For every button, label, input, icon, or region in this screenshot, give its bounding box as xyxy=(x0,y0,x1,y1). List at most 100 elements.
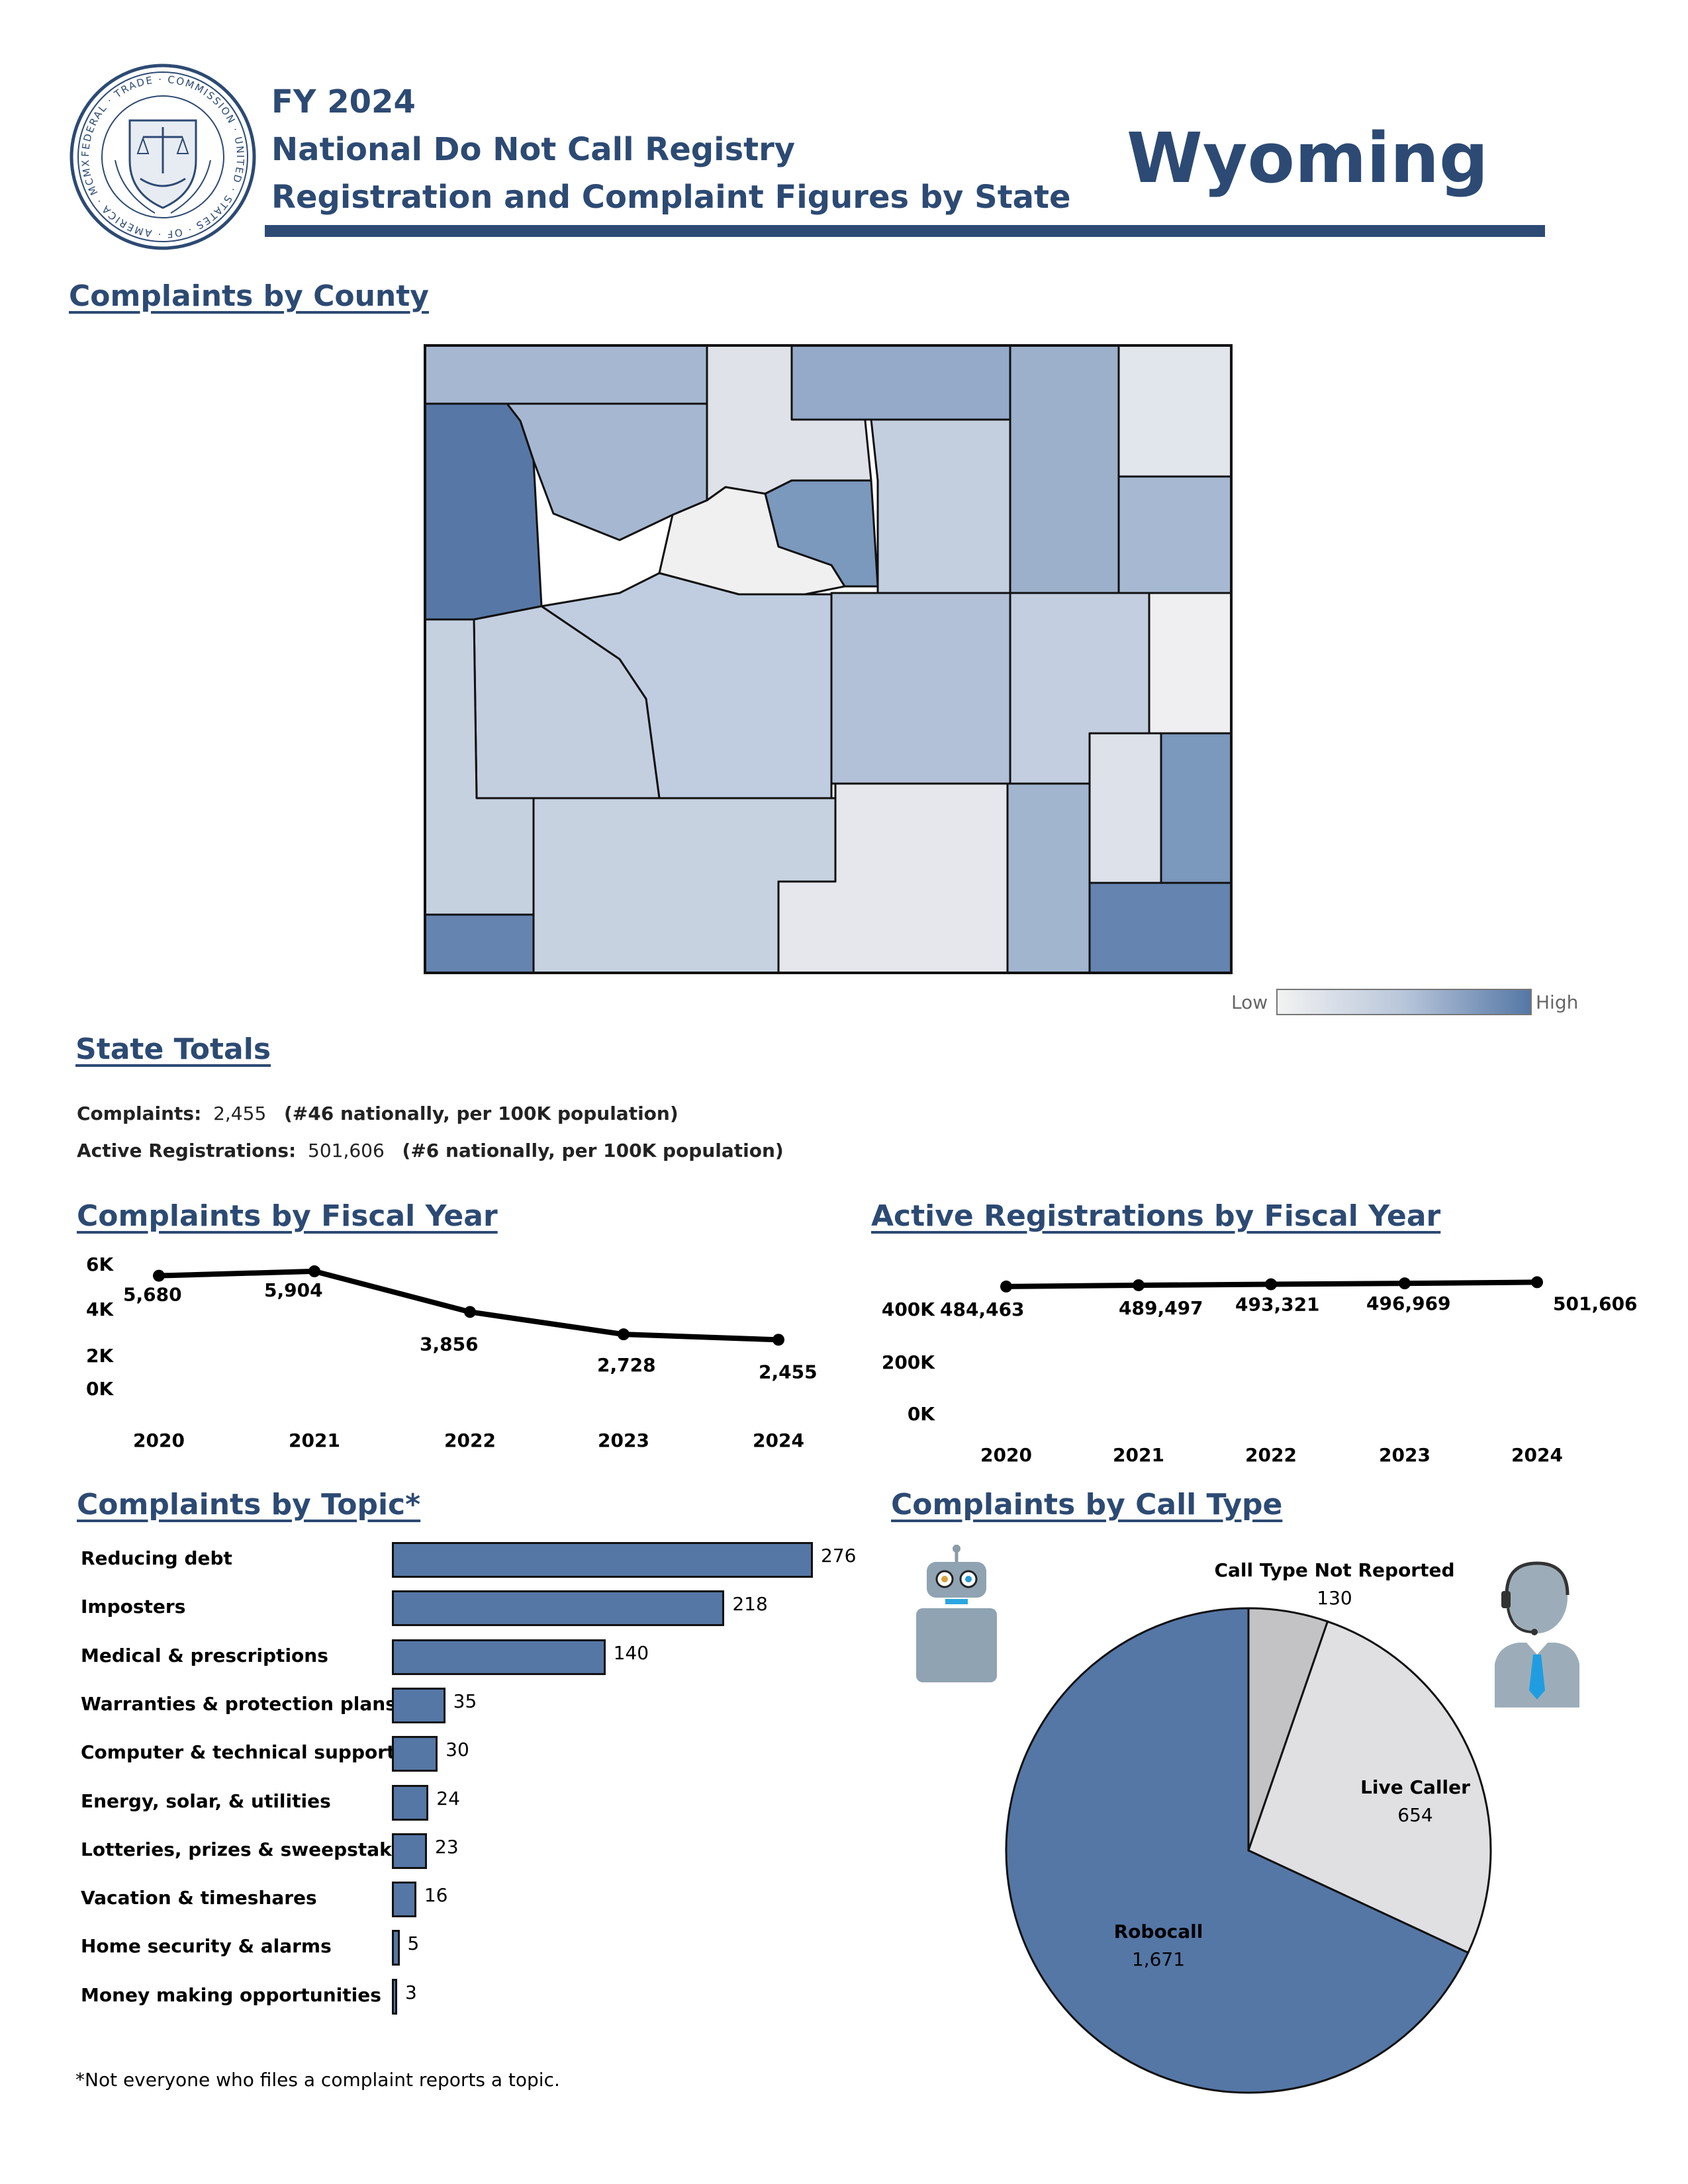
complaints-line xyxy=(158,1268,779,1343)
topic-bar xyxy=(392,1930,400,1966)
registrations-label: Active Registrations: xyxy=(77,1140,297,1161)
x-tick-label: 2021 xyxy=(289,1430,340,1451)
topic-label: Lotteries, prizes & sweepstakes xyxy=(81,1838,415,1860)
county-niobrara xyxy=(1148,592,1233,735)
topic-title: Complaints by Topic* xyxy=(77,1488,421,1522)
registrations-rank: (#6 nationally, per 100K population) xyxy=(402,1140,784,1161)
x-tick-label: 2020 xyxy=(980,1444,1032,1466)
county-platte-east xyxy=(1160,732,1233,884)
data-point xyxy=(1531,1276,1543,1289)
y-tick-label: 4K xyxy=(86,1298,114,1320)
topic-value: 35 xyxy=(453,1690,477,1712)
topic-bar xyxy=(392,1687,445,1723)
topic-value: 5 xyxy=(407,1933,420,1955)
data-label: 5,904 xyxy=(264,1279,323,1301)
topic-bar xyxy=(392,1784,429,1821)
data-point xyxy=(464,1306,476,1318)
registrations-total-line: Active Registrations: 501,606 (#6 nation… xyxy=(77,1140,784,1161)
pie-value: 130 xyxy=(1317,1587,1352,1609)
county-section-title: Complaints by County xyxy=(69,279,429,313)
complaints-total-line: Complaints: 2,455 (#46 nationally, per 1… xyxy=(77,1103,679,1124)
topic-bar xyxy=(392,1833,427,1869)
topic-label: Imposters xyxy=(81,1596,186,1618)
y-tick-label: 400K xyxy=(882,1298,935,1320)
topic-bar xyxy=(392,1882,416,1918)
topic-footnote: *Not everyone who files a complaint repo… xyxy=(75,2069,560,2091)
county-uinta xyxy=(424,913,535,974)
x-tick-label: 2023 xyxy=(1379,1444,1430,1466)
data-label: 2,455 xyxy=(759,1361,818,1383)
county-albany xyxy=(1006,782,1091,974)
topic-bar xyxy=(392,1542,813,1578)
topic-label: Reducing debt xyxy=(81,1547,232,1569)
complaints-rank: (#46 nationally, per 100K population) xyxy=(283,1103,679,1124)
topic-label: Computer & technical support xyxy=(81,1741,396,1764)
topic-value: 16 xyxy=(424,1884,448,1907)
x-tick-label: 2023 xyxy=(598,1430,649,1451)
complaints-fy-title: Complaints by Fiscal Year xyxy=(77,1199,498,1233)
y-tick-label: 0K xyxy=(908,1403,935,1425)
data-point xyxy=(1133,1279,1145,1291)
county-laramie xyxy=(1088,882,1233,974)
complaints-value: 2,455 xyxy=(213,1103,267,1124)
topic-value: 140 xyxy=(613,1641,649,1664)
data-point xyxy=(618,1328,630,1341)
y-tick-label: 2K xyxy=(86,1345,114,1367)
pie-slice xyxy=(1247,1620,1492,1954)
registrations-value: 501,606 xyxy=(308,1140,385,1161)
complaints-label: Complaints: xyxy=(77,1103,202,1124)
data-label: 484,463 xyxy=(940,1298,1025,1320)
ftc-seal: FEDERAL · TRADE · COMMISSION · UNITED · … xyxy=(65,52,257,253)
call-type-pie: Call Type Not Reported 130 Live Caller 654 R… xyxy=(1005,1559,1492,2094)
legend-gradient xyxy=(1276,989,1532,1015)
pie-label: Call Type Not Reported xyxy=(1214,1559,1454,1581)
registrations-fy-chart: 0K 200K 400K 484,463 2020 489,497 2021 493,321 2… xyxy=(882,1276,1638,1466)
data-label: 5,680 xyxy=(123,1284,182,1306)
x-tick-label: 2020 xyxy=(133,1430,185,1451)
registry-name: National Do Not Call Registry xyxy=(271,131,796,168)
y-tick-label: 200K xyxy=(882,1351,935,1373)
county-goshen xyxy=(1088,732,1162,884)
topic-bar xyxy=(392,1736,438,1772)
county-park xyxy=(424,344,708,405)
data-label: 496,969 xyxy=(1366,1293,1451,1314)
topic-value: 276 xyxy=(821,1545,857,1567)
data-point xyxy=(308,1265,320,1277)
pie-label: Live Caller xyxy=(1360,1776,1470,1798)
data-label: 3,856 xyxy=(420,1333,479,1355)
topic-label: Home security & alarms xyxy=(81,1935,332,1958)
pie-slice xyxy=(1005,1607,1470,2094)
data-label: 489,497 xyxy=(1119,1297,1203,1319)
topic-bar xyxy=(392,1978,397,2015)
county-sheridan xyxy=(790,344,1011,421)
x-tick-label: 2024 xyxy=(1511,1444,1563,1466)
pie-value: 654 xyxy=(1397,1804,1432,1826)
county-natrona xyxy=(830,592,1011,785)
call-type-title: Complaints by Call Type xyxy=(891,1488,1283,1522)
topic-label: Warranties & protection plans xyxy=(81,1692,397,1715)
x-tick-label: 2022 xyxy=(1245,1444,1297,1466)
header-rule xyxy=(265,225,1545,237)
data-label: 501,606 xyxy=(1553,1293,1638,1314)
data-point xyxy=(153,1269,165,1282)
data-label: 493,321 xyxy=(1235,1294,1320,1316)
x-tick-label: 2022 xyxy=(444,1430,496,1451)
state-totals-title: State Totals xyxy=(75,1032,271,1066)
data-point xyxy=(1000,1280,1012,1293)
county-weston xyxy=(1117,475,1233,594)
topic-label: Energy, solar, & utilities xyxy=(81,1790,331,1812)
county-map xyxy=(421,341,1235,977)
state-name: Wyoming xyxy=(1127,118,1489,199)
topic-label: Medical & prescriptions xyxy=(81,1644,328,1666)
map-legend: Low High xyxy=(1231,989,1578,1018)
data-point xyxy=(1399,1277,1411,1290)
x-tick-label: 2021 xyxy=(1113,1444,1164,1466)
topic-value: 23 xyxy=(435,1835,459,1858)
county-johnson xyxy=(863,418,1011,594)
x-tick-label: 2024 xyxy=(753,1430,804,1451)
fiscal-year: FY 2024 xyxy=(271,83,416,120)
topic-bar xyxy=(392,1590,725,1627)
topic-label: Vacation & timeshares xyxy=(81,1887,317,1909)
robot-icon xyxy=(914,1545,1000,1684)
live-caller-icon xyxy=(1492,1558,1582,1707)
